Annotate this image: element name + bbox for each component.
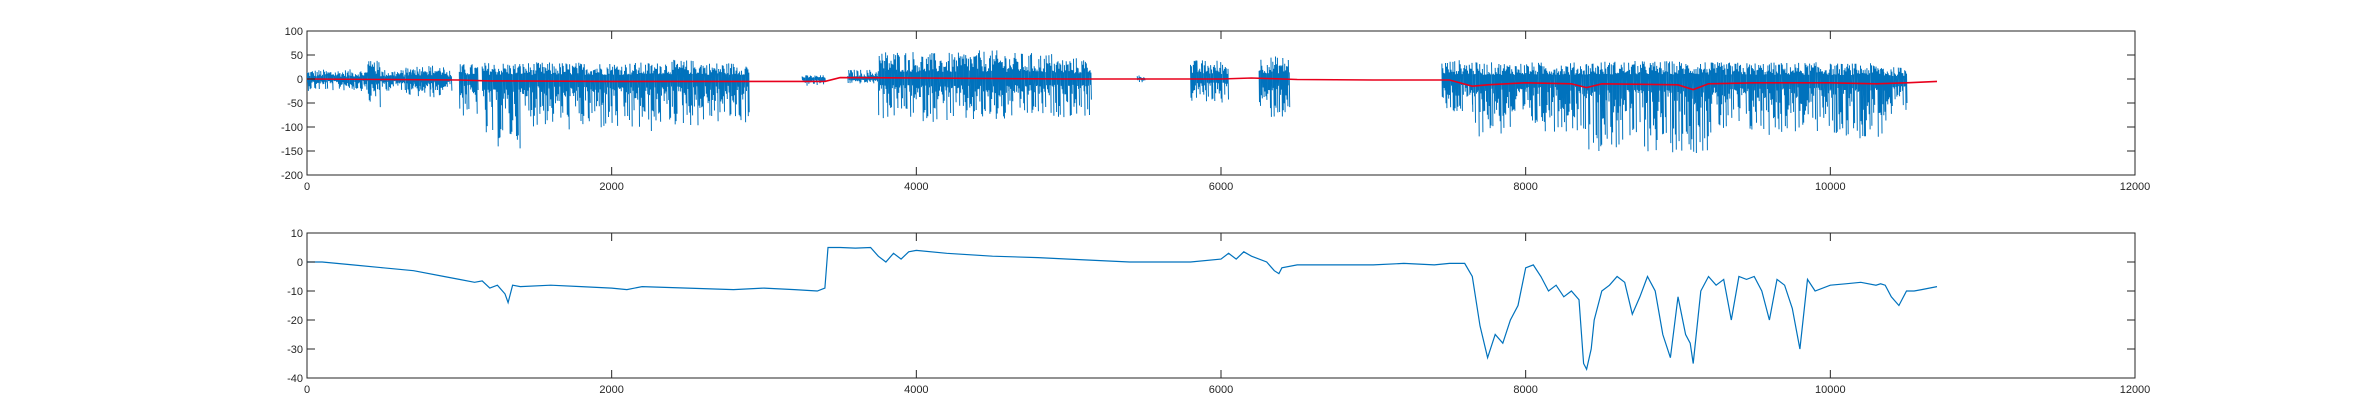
series-smoothed (307, 76, 1938, 91)
x-tick-label: 8000 (1513, 384, 1537, 396)
y-tick-label: 50 (291, 50, 303, 62)
x-tick-label: 10000 (1815, 384, 1846, 396)
x-tick-label: 0 (304, 384, 310, 396)
top-panel: 0 2000 4000 6000 8000 10000 12000 -200 -150 -100 -… (281, 26, 2150, 193)
plot-area-1 (307, 246, 1938, 372)
x-tick-label: 0 (304, 181, 310, 193)
axes-1 (306, 232, 2136, 379)
y-tick-label: 10 (291, 228, 303, 240)
y-tick-label: -40 (287, 373, 303, 385)
y-tick-label: 100 (285, 26, 303, 38)
x-tick-label: 4000 (904, 181, 928, 193)
series-signal (307, 50, 1908, 154)
x-tick-label: 8000 (1513, 181, 1537, 193)
y-tick-label: -20 (287, 315, 303, 327)
x-tick-label: 6000 (1209, 384, 1233, 396)
plot-area-0 (307, 50, 1938, 154)
y-tick-label: -200 (281, 170, 303, 182)
y-tick-label: 0 (297, 74, 303, 86)
x-tick-label: 2000 (599, 181, 623, 193)
x-tick-label: 12000 (2120, 181, 2151, 193)
x-tick-label: 2000 (599, 384, 623, 396)
y-tick-label: -10 (287, 286, 303, 298)
x-tick-label: 6000 (1209, 181, 1233, 193)
y-tick-label: -150 (281, 146, 303, 158)
x-tick-label: 10000 (1815, 181, 1846, 193)
bottom-panel: 0 2000 4000 6000 8000 10000 12000 -40 -30 -20 -10 0… (287, 228, 2150, 396)
y-tick-label: -100 (281, 122, 303, 134)
y-tick-label: 0 (297, 257, 303, 269)
y-tick-label: -30 (287, 344, 303, 356)
x-tick-label: 4000 (904, 384, 928, 396)
series-trend (307, 246, 1938, 372)
y-tick-label: -50 (287, 98, 303, 110)
x-tick-label: 12000 (2120, 384, 2151, 396)
